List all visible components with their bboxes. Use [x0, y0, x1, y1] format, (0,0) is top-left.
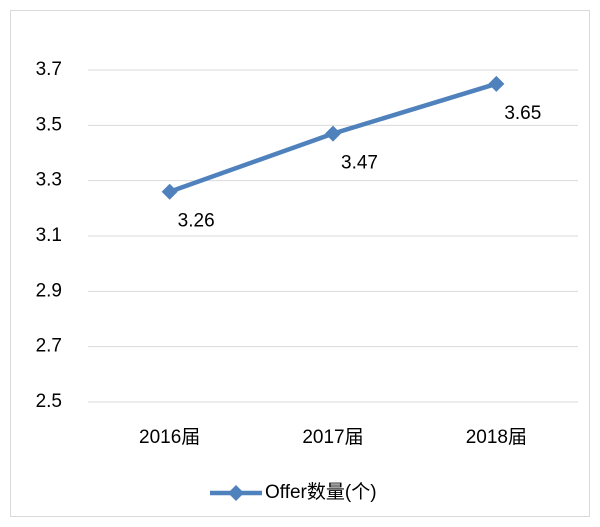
x-tick-label: 2016届 — [139, 427, 200, 448]
legend-marker — [228, 485, 244, 501]
x-tick-label: 2018届 — [466, 427, 527, 448]
y-tick-label: 3.7 — [36, 59, 62, 80]
data-label: 3.26 — [178, 211, 215, 232]
marker — [325, 125, 341, 142]
y-tick-label: 2.5 — [36, 391, 62, 412]
y-tick-label: 3.5 — [36, 114, 62, 135]
y-tick-label: 3.1 — [36, 225, 62, 246]
marker — [488, 75, 505, 92]
marker — [161, 183, 178, 200]
legend-label: Offer数量(个) — [265, 481, 377, 503]
x-tick-label: 2017届 — [302, 427, 363, 448]
y-tick-label: 2.7 — [36, 336, 62, 357]
data-label: 3.65 — [504, 103, 541, 124]
chart-border — [10, 10, 590, 517]
y-tick-label: 2.9 — [36, 280, 62, 301]
data-label: 3.47 — [341, 153, 378, 174]
y-tick-label: 3.3 — [36, 170, 62, 191]
